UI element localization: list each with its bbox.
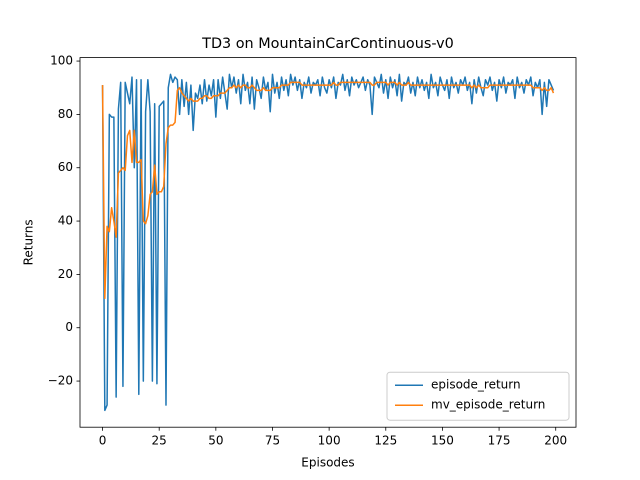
x-tick-label: 150 <box>431 434 454 448</box>
y-tick-label: −20 <box>48 374 73 388</box>
y-axis-label: Returns <box>22 219 36 265</box>
x-tick-label: 125 <box>374 434 397 448</box>
series-line <box>101 73 555 412</box>
axes-frame <box>79 57 577 428</box>
x-tick-label: 75 <box>265 434 280 448</box>
y-tick-label: 40 <box>58 214 73 228</box>
y-tick-label: 60 <box>58 160 73 174</box>
y-tick-label: 100 <box>50 54 73 68</box>
x-tick-label: 50 <box>208 434 223 448</box>
x-tick-label: 0 <box>99 434 107 448</box>
y-tick-label: 80 <box>58 107 73 121</box>
legend-box <box>386 371 570 421</box>
x-tick-label: 25 <box>152 434 167 448</box>
x-tick-label: 175 <box>488 434 511 448</box>
x-tick-label: 100 <box>318 434 341 448</box>
y-tick-label: 20 <box>58 267 73 281</box>
series-line <box>101 81 555 300</box>
chart-title: TD3 on MountainCarContinuous-v0 <box>201 36 454 52</box>
y-tick-label: 0 <box>65 320 73 334</box>
legend-label: episode_return <box>431 378 521 392</box>
x-axis-label: Episodes <box>301 456 354 470</box>
legend-label: mv_episode_return <box>431 398 545 412</box>
x-tick-label: 200 <box>544 434 567 448</box>
